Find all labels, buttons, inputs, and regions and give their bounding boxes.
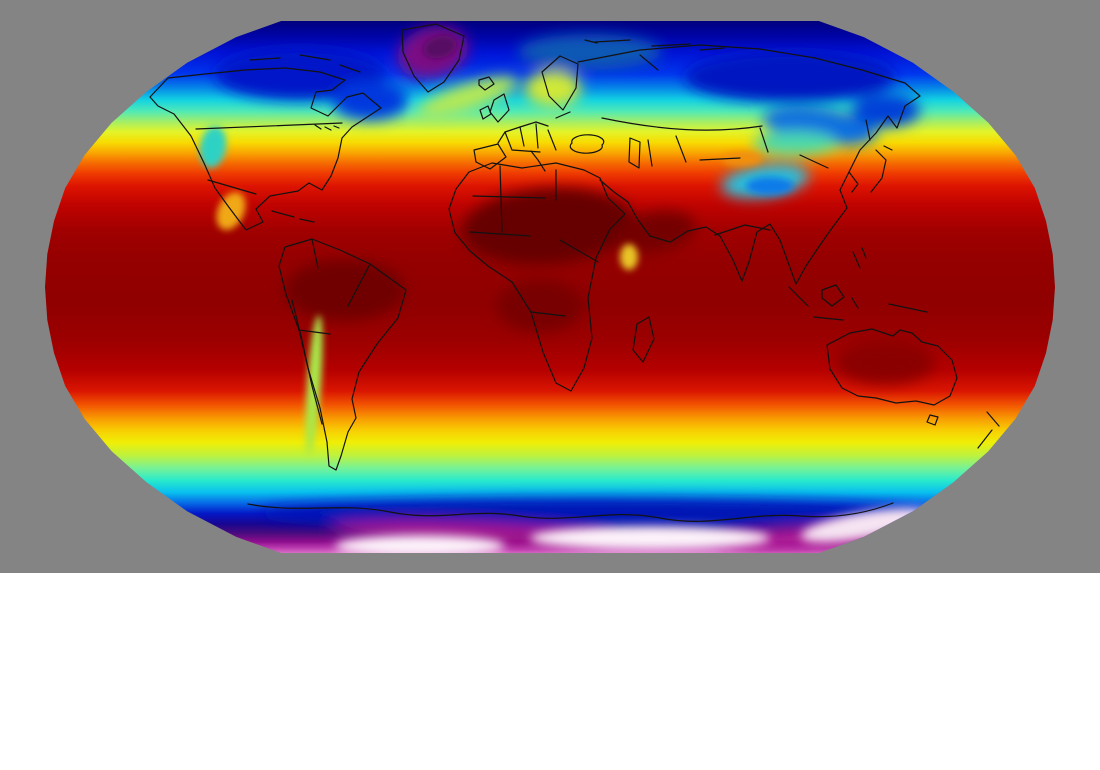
asia-coast — [577, 44, 921, 285]
anomaly-antarctic-white-3 — [800, 507, 930, 543]
australia-outline — [826, 328, 958, 406]
anomaly-sahara-hot — [462, 187, 634, 265]
korea-outline — [848, 171, 859, 193]
philippines-outline — [852, 247, 867, 269]
africa-outline — [448, 162, 626, 392]
anomaly-okhotsk-cold — [852, 93, 920, 127]
canadian-arctic-islands — [249, 54, 361, 73]
scandinavia-outline — [541, 55, 579, 111]
cuba-hispaniola — [271, 210, 315, 223]
anomaly-antarctic-white-1 — [335, 535, 505, 553]
world-temperature-map — [0, 0, 1100, 573]
anomaly-gulf-stream-warm — [418, 76, 518, 118]
uk-outline — [489, 93, 510, 123]
anomaly-antarctic-coast-cold — [260, 499, 920, 527]
great-lakes — [314, 124, 340, 131]
north-america-outline — [149, 67, 382, 231]
anomaly-ethiopia-highland — [620, 244, 638, 270]
anomaly-tibet-core — [746, 177, 794, 195]
anomaly-siberia-cold — [685, 52, 895, 102]
italy-outline — [530, 150, 546, 172]
africa-borders — [469, 165, 599, 317]
anomaly-rockies-cold — [199, 126, 227, 168]
anomaly-congo-hot — [496, 280, 584, 332]
anomaly-arctic-ocean-mild — [518, 34, 662, 70]
anomaly-amazon-hot — [285, 260, 405, 320]
anomaly-mongolia-cool — [753, 131, 837, 155]
indonesia-outlines — [788, 284, 928, 321]
us-mexico-border — [207, 179, 257, 195]
iberia-outline — [473, 143, 507, 170]
new-zealand-outline — [977, 411, 1000, 449]
coastlines — [149, 23, 1000, 522]
south-america-borders — [298, 238, 371, 335]
antarctica-coast — [247, 502, 894, 522]
black-sea-outline — [569, 134, 605, 154]
us-canada-border — [195, 122, 343, 130]
iceland-outline — [478, 76, 495, 91]
arctic-russia-islands — [584, 39, 725, 71]
anomaly-scandinavia-mild — [525, 71, 581, 107]
anomaly-labrador-cold — [332, 80, 408, 120]
tasmania-outline — [926, 414, 939, 426]
ireland-outline — [479, 105, 492, 120]
europe-borders — [504, 123, 557, 153]
anomaly-greenland-core — [423, 35, 457, 59]
japan-outline — [865, 119, 893, 193]
greenland-outline — [401, 23, 465, 93]
caspian-sea-outline — [628, 137, 641, 169]
anomaly-australia-hot — [835, 340, 935, 384]
asia-borders — [601, 117, 829, 236]
madagascar-outline — [632, 316, 655, 363]
anomaly-arabia-hot — [616, 211, 696, 253]
world-map-svg — [0, 0, 1100, 573]
anomaly-andes-cool — [305, 315, 323, 455]
andes-line — [291, 299, 323, 425]
temperature-legend: -40 -20 0 20 40 60 80 — [0, 573, 1100, 770]
anomaly-tarim-warm — [722, 152, 762, 166]
anomaly-antarctic-white-2 — [530, 526, 770, 550]
